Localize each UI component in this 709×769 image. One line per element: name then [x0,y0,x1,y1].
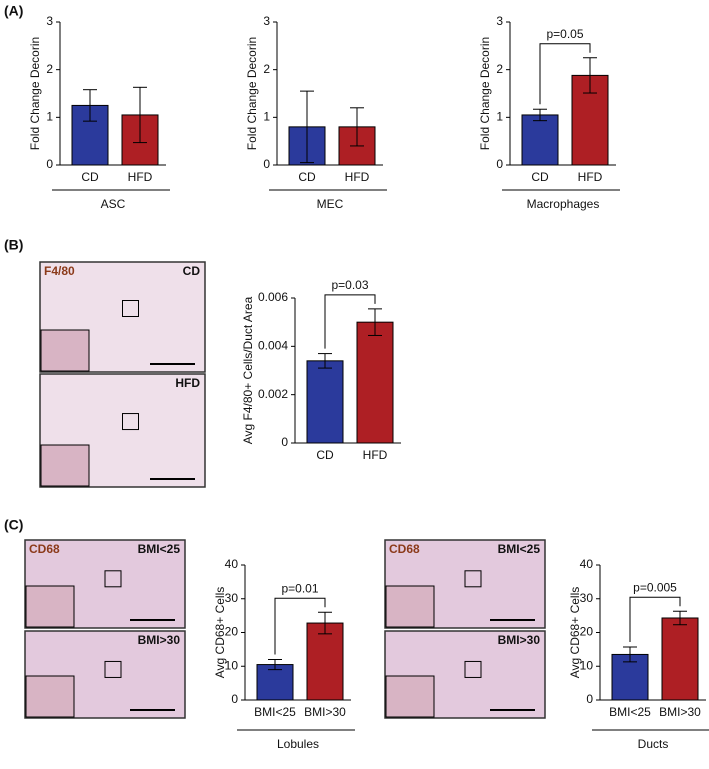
y-tick-label: 0 [263,157,270,171]
bar [306,360,344,444]
x-tick-label: CD [298,170,316,184]
p-value: p=0.03 [331,278,368,292]
y-tick-label: 3 [46,14,53,28]
inset [25,675,75,718]
bar [521,114,559,166]
zoom-box [122,413,139,431]
group-label: Lobules [277,737,319,751]
image-label: BMI<25 [498,542,541,556]
y-tick-label: 0.004 [258,339,288,353]
panel-label: (C) [4,517,23,533]
y-axis-label: Avg CD68+ Cells [213,587,227,679]
x-tick-label: BMI<25 [254,705,296,719]
p-value: p=0.05 [546,27,583,41]
y-tick-label: 30 [225,591,239,605]
bar [661,617,699,701]
p-value: p=0.005 [633,580,677,594]
zoom-box [104,570,122,588]
inset [385,585,435,628]
y-tick-label: 10 [580,658,594,672]
inset [25,585,75,628]
x-tick-label: HFD [345,170,370,184]
zoom-box [122,300,139,317]
significance-bracket [539,43,591,105]
y-tick-label: 0 [496,157,503,171]
micrograph [39,373,206,488]
group-label: Ducts [638,737,669,751]
inset [40,444,90,487]
y-tick-label: 2 [46,62,53,76]
y-tick-label: 3 [263,14,270,28]
bar [256,664,294,701]
image-label: BMI<25 [138,542,181,556]
y-tick-label: 30 [580,591,594,605]
y-tick-label: 2 [263,62,270,76]
panel-label: (B) [4,237,23,253]
x-tick-label: HFD [363,448,388,462]
image-label: HFD [175,376,200,390]
stain-label: CD68 [389,542,420,556]
significance-bracket [629,596,681,643]
y-tick-label: 0 [231,692,238,706]
stain-label: CD68 [29,542,60,556]
x-tick-label: CD [81,170,99,184]
zoom-box [464,660,482,678]
group-label: Macrophages [527,197,600,211]
zoom-box [464,570,482,588]
y-tick-label: 10 [225,658,239,672]
image-label: BMI>30 [498,633,541,647]
y-tick-label: 20 [580,625,594,639]
y-tick-label: 1 [263,110,270,124]
x-tick-label: HFD [578,170,603,184]
y-tick-label: 0.002 [258,387,288,401]
x-tick-label: CD [531,170,549,184]
y-tick-label: 0 [586,692,593,706]
zoom-box [104,660,122,678]
inset [385,675,435,718]
x-tick-label: HFD [128,170,153,184]
stain-label: F4/80 [44,264,75,278]
p-value: p=0.01 [281,581,318,595]
significance-bracket [274,597,326,655]
y-tick-label: 0 [281,435,288,449]
image-label: CD [183,264,201,278]
y-tick-label: 1 [496,110,503,124]
x-tick-label: BMI<25 [609,705,651,719]
group-label: MEC [317,197,344,211]
y-tick-label: 2 [496,62,503,76]
y-tick-label: 0 [46,157,53,171]
bar [306,622,344,701]
y-axis-label: Fold Change Decorin [28,37,42,150]
significance-bracket [324,294,376,349]
y-tick-label: 40 [580,557,594,571]
y-tick-label: 40 [225,557,239,571]
image-label: BMI>30 [138,633,181,647]
y-axis-label: Avg F4/80+ Cells/Duct Area [241,296,255,444]
panel-label: (A) [4,3,23,19]
y-axis-label: Fold Change Decorin [478,37,492,150]
x-tick-label: BMI>30 [659,705,701,719]
inset [40,329,90,372]
y-tick-label: 1 [46,110,53,124]
x-tick-label: BMI>30 [304,705,346,719]
bar [356,321,394,444]
y-tick-label: 3 [496,14,503,28]
y-axis-label: Fold Change Decorin [245,37,259,150]
y-axis-label: Avg CD68+ Cells [568,587,582,679]
y-tick-label: 0.006 [258,290,288,304]
group-label: ASC [101,197,126,211]
y-tick-label: 20 [225,625,239,639]
x-tick-label: CD [316,448,334,462]
